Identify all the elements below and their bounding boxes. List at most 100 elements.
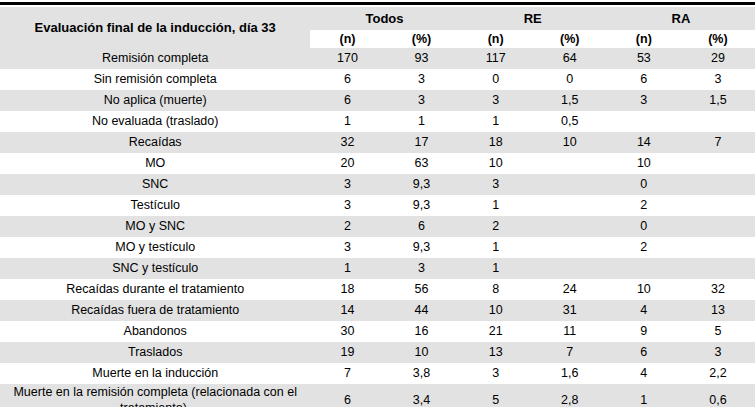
table-row: Recaídas fuera de tratamiento 14 44 10 3… (0, 300, 755, 321)
table-row: No evaluada (traslado) 1 1 1 0,5 (0, 111, 755, 132)
table-rules-frame: Evaluación final de la inducción, día 33… (0, 2, 755, 407)
table-row: Muerte en la remisión completa (relacion… (0, 384, 755, 407)
cell-re-n: 1 (459, 111, 533, 132)
cell-todos-n: 32 (310, 132, 384, 153)
cell-re-pct (533, 195, 607, 216)
cell-ra-pct: 13 (681, 300, 755, 321)
cell-re-pct (533, 258, 607, 279)
cell-todos-pct: 3,4 (385, 384, 459, 407)
cell-todos-n: 7 (310, 363, 384, 384)
cell-todos-pct: 56 (385, 279, 459, 300)
cell-ra-n (607, 111, 681, 132)
row-label: Recaídas (0, 132, 310, 153)
row-label: Muerte en la inducción (0, 363, 310, 384)
cell-ra-n: 0 (607, 174, 681, 195)
cell-todos-pct: 3 (385, 258, 459, 279)
column-group-todos: Todos (310, 7, 458, 30)
cell-ra-pct: 2,2 (681, 363, 755, 384)
cell-todos-pct: 9,3 (385, 237, 459, 258)
cell-ra-n: 6 (607, 69, 681, 90)
cell-todos-pct: 9,3 (385, 195, 459, 216)
row-label: Sin remisión completa (0, 69, 310, 90)
cell-ra-n: 10 (607, 153, 681, 174)
row-label: No evaluada (traslado) (0, 111, 310, 132)
row-label: Traslados (0, 342, 310, 363)
cell-re-pct (533, 216, 607, 237)
cell-todos-pct: 3 (385, 69, 459, 90)
cell-re-n: 2 (459, 216, 533, 237)
cell-todos-pct: 1 (385, 111, 459, 132)
cell-todos-n: 18 (310, 279, 384, 300)
table-row: Muerte en la inducción 7 3,8 3 1,6 4 2,2 (0, 363, 755, 384)
cell-todos-n: 170 (310, 48, 384, 69)
cell-re-n: 3 (459, 174, 533, 195)
cell-ra-pct: 32 (681, 279, 755, 300)
cell-todos-pct: 3 (385, 90, 459, 111)
table-row: SNC y testículo 1 3 1 (0, 258, 755, 279)
table-body: Remisión completa 170 93 117 64 53 29 Si… (0, 48, 755, 407)
cell-ra-pct (681, 258, 755, 279)
table-row: MO 20 63 10 10 (0, 153, 755, 174)
subheader-ra-n: (n) (607, 30, 681, 48)
cell-re-n: 13 (459, 342, 533, 363)
row-label: SNC y testículo (0, 258, 310, 279)
cell-todos-pct: 93 (385, 48, 459, 69)
cell-re-n: 5 (459, 384, 533, 407)
cell-re-n: 10 (459, 300, 533, 321)
cell-todos-n: 3 (310, 174, 384, 195)
cell-ra-n: 14 (607, 132, 681, 153)
cell-todos-pct: 63 (385, 153, 459, 174)
cell-ra-pct (681, 174, 755, 195)
induction-evaluation-table: Evaluación final de la inducción, día 33… (0, 7, 755, 407)
cell-ra-pct (681, 216, 755, 237)
cell-re-pct: 24 (533, 279, 607, 300)
cell-todos-n: 6 (310, 90, 384, 111)
cell-re-pct: 11 (533, 321, 607, 342)
cell-todos-n: 6 (310, 69, 384, 90)
table-row: Recaídas 32 17 18 10 14 7 (0, 132, 755, 153)
cell-todos-n: 19 (310, 342, 384, 363)
cell-re-n: 1 (459, 237, 533, 258)
cell-re-pct (533, 174, 607, 195)
cell-re-pct: 2,8 (533, 384, 607, 407)
table-row: MO y SNC 2 6 2 0 (0, 216, 755, 237)
cell-re-pct: 64 (533, 48, 607, 69)
cell-re-n: 3 (459, 90, 533, 111)
cell-ra-pct: 1,5 (681, 90, 755, 111)
row-label: Recaídas fuera de tratamiento (0, 300, 310, 321)
cell-ra-n: 3 (607, 90, 681, 111)
cell-ra-pct: 3 (681, 69, 755, 90)
cell-re-n: 0 (459, 69, 533, 90)
subheader-todos-pct: (%) (385, 30, 459, 48)
cell-ra-n: 10 (607, 279, 681, 300)
table-row: No aplica (muerte) 6 3 3 1,5 3 1,5 (0, 90, 755, 111)
cell-todos-n: 3 (310, 195, 384, 216)
cell-ra-n: 2 (607, 237, 681, 258)
cell-ra-pct (681, 237, 755, 258)
cell-re-n: 21 (459, 321, 533, 342)
row-label: Muerte en la remisión completa (relacion… (0, 384, 310, 407)
cell-todos-n: 3 (310, 237, 384, 258)
cell-todos-pct: 44 (385, 300, 459, 321)
row-label: MO y testículo (0, 237, 310, 258)
row-label: Abandonos (0, 321, 310, 342)
cell-ra-pct (681, 111, 755, 132)
table-row: Traslados 19 10 13 7 6 3 (0, 342, 755, 363)
cell-todos-n: 1 (310, 258, 384, 279)
cell-todos-pct: 10 (385, 342, 459, 363)
row-label: SNC (0, 174, 310, 195)
table-row: Abandonos 30 16 21 11 9 5 (0, 321, 755, 342)
cell-ra-n: 53 (607, 48, 681, 69)
row-label: MO y SNC (0, 216, 310, 237)
cell-re-n: 8 (459, 279, 533, 300)
table-row: Recaídas durante el tratamiento 18 56 8 … (0, 279, 755, 300)
cell-re-n: 10 (459, 153, 533, 174)
cell-ra-n: 4 (607, 300, 681, 321)
row-label: MO (0, 153, 310, 174)
cell-ra-n: 1 (607, 384, 681, 407)
cell-re-pct: 1,5 (533, 90, 607, 111)
cell-re-n: 18 (459, 132, 533, 153)
cell-todos-pct: 6 (385, 216, 459, 237)
cell-ra-pct (681, 195, 755, 216)
table-corner-header: Evaluación final de la inducción, día 33 (0, 7, 310, 48)
